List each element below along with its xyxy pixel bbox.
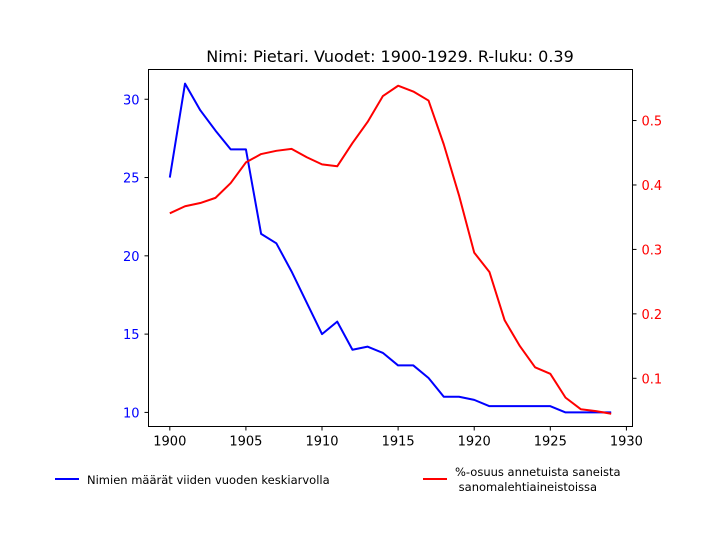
left-y-tick-label: 10 [123, 406, 140, 421]
legend: Nimien määrät viiden vuoden keskiarvolla… [55, 465, 624, 494]
right-y-tick-label: 0.4 [642, 179, 663, 194]
series-lines [168, 82, 612, 415]
legend-item-names: Nimien määrät viiden vuoden keskiarvolla [55, 473, 330, 487]
right-y-tick-label: 0.2 [642, 308, 663, 323]
left-y-tick-label: 20 [123, 250, 140, 265]
x-tick-label: 1930 [610, 435, 643, 450]
legend-label-share: %-osuus annetuista saneista sanomalehtia… [455, 465, 624, 494]
plot-area [148, 69, 633, 427]
chart-title: Nimi: Pietari. Vuodet: 1900-1929. R-luku… [206, 47, 574, 66]
legend-label-share-line1: %-osuus annetuista saneista [455, 465, 621, 479]
right-y-tick-label: 0.1 [642, 372, 663, 387]
left-y-tick-label: 25 [123, 172, 140, 187]
left-y-axis: 10 15 20 25 30 [123, 93, 149, 421]
left-y-tick-label: 15 [123, 328, 140, 343]
x-tick-label: 1925 [534, 435, 567, 450]
series-line-share [169, 84, 612, 415]
series-line-names [168, 82, 612, 414]
x-axis: 1900 1905 1910 1915 1920 1925 1930 [153, 426, 643, 450]
x-tick-label: 1910 [305, 435, 338, 450]
legend-label-names: Nimien määrät viiden vuoden keskiarvolla [87, 473, 330, 487]
legend-label-share-line2: sanomalehtiaineistoissa [455, 480, 597, 494]
x-tick-label: 1915 [382, 435, 415, 450]
x-tick-label: 1900 [153, 435, 186, 450]
right-y-axis: 0.1 0.2 0.3 0.4 0.5 [632, 115, 663, 387]
x-tick-label: 1920 [458, 435, 491, 450]
legend-item-share: %-osuus annetuista saneista sanomalehtia… [423, 465, 624, 494]
right-y-tick-label: 0.5 [642, 115, 663, 130]
x-tick-label: 1905 [229, 435, 262, 450]
right-y-tick-label: 0.3 [642, 243, 663, 258]
left-y-tick-label: 30 [123, 93, 140, 108]
